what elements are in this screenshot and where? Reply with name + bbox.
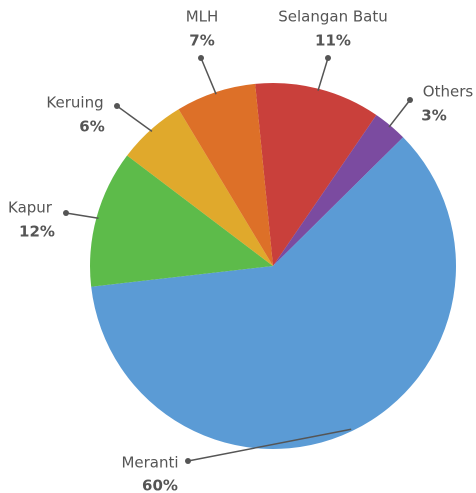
- leader-dot: [198, 55, 204, 61]
- slice-label: Kapur: [8, 199, 53, 217]
- pie-slice: [127, 109, 274, 266]
- leader-dot: [325, 55, 331, 61]
- leader-line: [388, 99, 411, 128]
- slice-label: Selangan Batu: [278, 8, 387, 26]
- slice-label: Keruing: [46, 94, 103, 112]
- slice-label: Others: [423, 83, 474, 101]
- leader-line: [317, 57, 329, 91]
- slice-value-label: 11%: [315, 32, 351, 50]
- slice-value-label: 7%: [189, 32, 214, 50]
- pie-slice: [91, 137, 457, 449]
- leader-dot: [407, 97, 413, 103]
- slice-value-label: 12%: [19, 223, 55, 241]
- leader-line: [116, 105, 153, 133]
- pie-slice: [178, 83, 273, 266]
- leader-dot: [185, 458, 191, 464]
- pie-slice: [255, 83, 377, 266]
- pie-slice: [273, 115, 404, 266]
- slice-label: MLH: [186, 8, 219, 26]
- leader-line: [200, 57, 217, 95]
- slice-value-label: 6%: [79, 118, 104, 136]
- slice-value-label: 3%: [421, 107, 446, 125]
- slice-value-label: 60%: [142, 477, 178, 493]
- leader-line: [65, 212, 99, 219]
- leader-dot: [63, 210, 69, 216]
- leader-dot: [114, 103, 120, 109]
- pie-slice: [90, 155, 274, 287]
- leader-line: [187, 428, 352, 462]
- slice-label: Meranti: [121, 454, 178, 472]
